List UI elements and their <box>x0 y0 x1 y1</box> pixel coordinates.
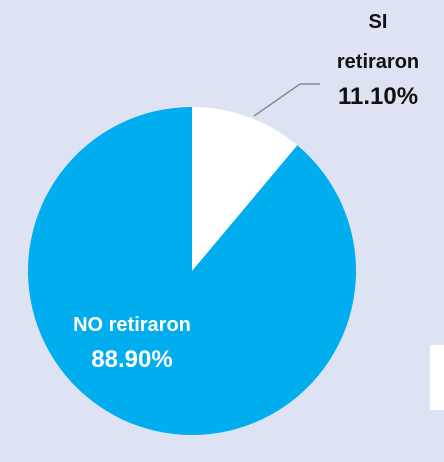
leader-line <box>253 83 320 117</box>
category-label: NO retiraron <box>73 314 191 336</box>
value-label: 11.10% <box>337 83 419 110</box>
panel-edge <box>430 345 444 410</box>
value-label: 88.90% <box>91 346 173 373</box>
pie-slice <box>192 107 298 271</box>
category-label: SI retiraron <box>336 11 420 73</box>
slice-label: SI retiraron 11.10% <box>318 2 438 112</box>
pie-slice <box>28 107 357 435</box>
slice-label: NO retiraron 88.90% <box>32 305 232 375</box>
